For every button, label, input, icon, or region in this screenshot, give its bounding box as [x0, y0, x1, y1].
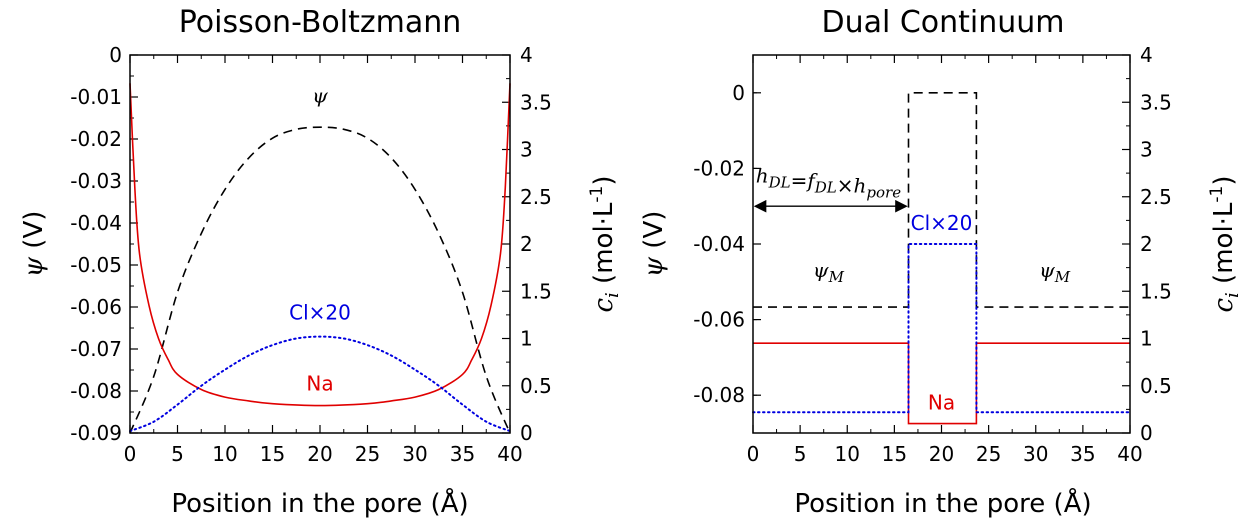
y-tick-label-left: -0.04	[70, 211, 122, 235]
x-tick-label: 15	[882, 442, 907, 466]
y-tick-label-right: 3.5	[1140, 90, 1172, 114]
y-tick-label-right: 2	[1140, 232, 1153, 256]
x-tick-label: 10	[835, 442, 860, 466]
x-tick-label: 15	[260, 442, 285, 466]
y-tick-label-right: 1.5	[1140, 279, 1172, 303]
x-tick-label: 20	[929, 442, 954, 466]
x-axis-label: Position in the pore (Å)	[794, 487, 1091, 519]
y-tick-label-right: 3	[1140, 138, 1153, 162]
x-tick-label: 35	[450, 442, 475, 466]
y-tick-label-left: -0.03	[70, 169, 122, 193]
y-axis-label-right: ci (mol·L-1)	[1207, 175, 1243, 312]
y-tick-label-left: -0.09	[70, 421, 122, 445]
y-axis-label-left: ψ (V)	[19, 211, 49, 278]
y-tick-label-left: 0	[732, 81, 745, 105]
x-tick-label: 30	[1023, 442, 1048, 466]
x-tick-label: 25	[976, 442, 1001, 466]
y-tick-label-right: 0	[1140, 421, 1153, 445]
series-line-psi	[753, 92, 1130, 308]
x-tick-label: 0	[747, 442, 760, 466]
x-axis-label: Position in the pore (Å)	[171, 487, 468, 519]
x-tick-label: 40	[497, 442, 522, 466]
y-tick-label-left: -0.08	[693, 383, 745, 407]
annotation-label: Cl×20	[911, 211, 973, 235]
y-tick-label-right: 3.5	[520, 90, 552, 114]
y-tick-label-right: 1	[520, 327, 533, 351]
x-tick-label: 30	[402, 442, 427, 466]
annotation-label: hDL=fDL×hpore	[756, 164, 902, 202]
y-tick-label-left: -0.05	[70, 253, 122, 277]
annotation-label: Na	[306, 371, 333, 395]
y-tick-label-right: 0.5	[520, 374, 552, 398]
plot-frame	[129, 54, 511, 434]
y-tick-label-right: 0	[520, 421, 533, 445]
y-tick-label-right: 2.5	[1140, 185, 1172, 209]
y-tick-label-left: -0.01	[70, 85, 122, 109]
chart-title: Poisson-Boltzmann	[179, 5, 462, 40]
series-line-psi	[129, 126, 511, 434]
x-tick-label: 5	[794, 442, 807, 466]
y-tick-label-left: -0.04	[693, 232, 745, 256]
x-tick-label: 5	[171, 442, 184, 466]
y-axis-label-left: ψ (V)	[639, 211, 669, 278]
y-tick-label-left: -0.06	[70, 295, 122, 319]
y-tick-label-left: -0.02	[70, 127, 122, 151]
annotation-label: ψM	[1039, 258, 1071, 286]
y-tick-label-right: 1	[1140, 327, 1153, 351]
series-line-na	[129, 83, 511, 407]
y-tick-label-left: -0.08	[70, 379, 122, 403]
y-tick-label-right: 4	[1140, 43, 1153, 67]
annotation-label: ψ	[312, 83, 328, 107]
y-tick-label-right: 2.5	[520, 185, 552, 209]
plot-frame	[752, 54, 1131, 434]
y-tick-label-left: -0.07	[70, 337, 122, 361]
x-tick-label: 25	[355, 442, 380, 466]
chart-title: Dual Continuum	[821, 5, 1064, 40]
y-tick-label-left: -0.06	[693, 308, 745, 332]
x-tick-label: 35	[1070, 442, 1095, 466]
x-tick-label: 10	[212, 442, 237, 466]
annotation-label: Na	[928, 390, 955, 414]
y-tick-label-right: 1.5	[520, 279, 552, 303]
chart-dual-continuum: Dual Continuum 0 5 10 15 20 25 30 35 400-0.02-0.…	[639, 5, 1243, 519]
y-tick-label-left: 0	[109, 43, 122, 67]
chart-poisson-boltzmann: Poisson-Boltzmann 0 5 10 15 20 25 30 35 400-0.01…	[19, 5, 623, 519]
x-tick-label: 0	[124, 442, 137, 466]
series-line-cl	[752, 243, 1131, 414]
y-axis-label-right: ci (mol·L-1)	[587, 175, 623, 312]
annotation-label: Cl×20	[289, 301, 351, 325]
y-tick-label-right: 2	[520, 232, 533, 256]
annotation-label: ψM	[813, 258, 845, 286]
y-tick-label-right: 3	[520, 138, 533, 162]
series-line-na	[753, 342, 1130, 425]
x-tick-label: 40	[1117, 442, 1142, 466]
y-tick-label-left: -0.02	[693, 156, 745, 180]
x-tick-label: 20	[307, 442, 332, 466]
y-tick-label-right: 4	[520, 43, 533, 67]
series-line-cl	[129, 335, 511, 433]
y-tick-label-right: 0.5	[1140, 374, 1172, 398]
